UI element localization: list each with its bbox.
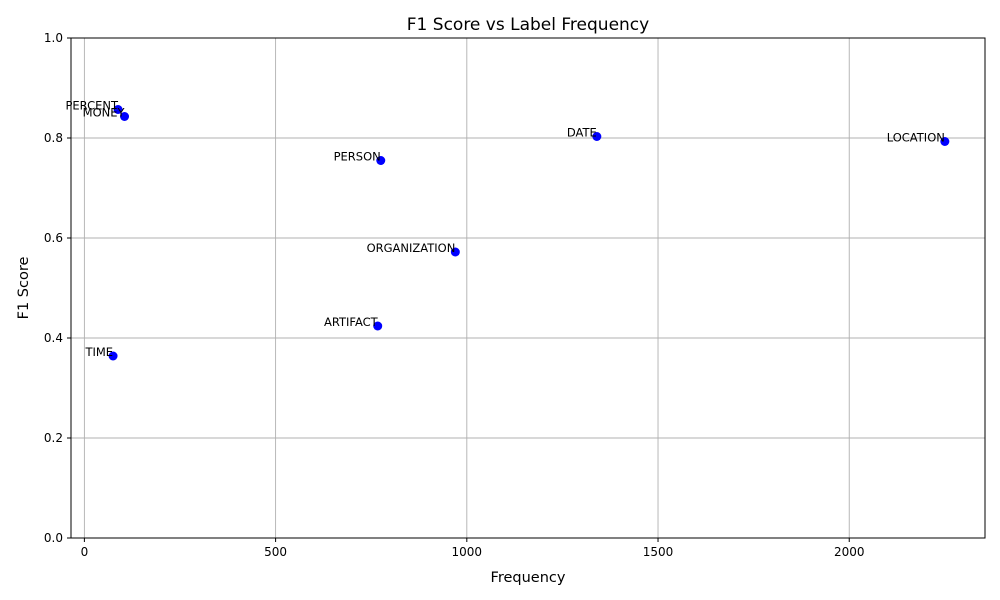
data-point-percent [113, 105, 123, 114]
data-point-time [108, 351, 118, 361]
x-axis-label: Frequency [491, 570, 566, 586]
x-tick-label: 1000 [452, 545, 483, 559]
data-point-label-time: TIME [84, 345, 113, 359]
x-tick-label: 500 [264, 545, 287, 559]
data-point-label-person: PERSON [334, 150, 381, 164]
data-point-label-artifact: ARTIFACT [324, 315, 379, 329]
data-point-label-money: MONEY [83, 106, 126, 120]
y-tick-label: 0.8 [44, 131, 63, 145]
chart-title: F1 Score vs Label Frequency [407, 15, 649, 35]
y-tick-label: 0.4 [44, 331, 63, 345]
data-point-money [120, 112, 130, 121]
data-point-label-organization: ORGANIZATION [367, 241, 456, 255]
data-point-person [376, 156, 386, 165]
y-tick-label: 0.6 [44, 231, 63, 245]
data-point-location [940, 137, 950, 146]
data-point-label-date: DATE [567, 126, 597, 140]
axis-ticks: 0 500 1000 1500 2000 0.0 0.2 0.4 0.6 0.8 1.0 [44, 31, 865, 559]
y-axis-label: F1 Score [16, 257, 32, 320]
y-tick-label: 0.0 [44, 531, 63, 545]
data-point-artifact [373, 321, 383, 331]
grid-lines [71, 37, 985, 539]
plot-frame [70, 37, 986, 539]
x-tick-label: 2000 [834, 545, 865, 559]
y-tick-label: 0.2 [44, 431, 63, 445]
x-tick-label: 0 [81, 545, 89, 559]
data-point-label-percent: PERCENT [65, 99, 119, 113]
data-point-date [592, 132, 602, 141]
y-tick-label: 1.0 [44, 31, 63, 45]
data-point-organization [450, 247, 460, 257]
data-point-label-location: LOCATION [887, 131, 945, 145]
x-tick-label: 1500 [643, 545, 674, 559]
